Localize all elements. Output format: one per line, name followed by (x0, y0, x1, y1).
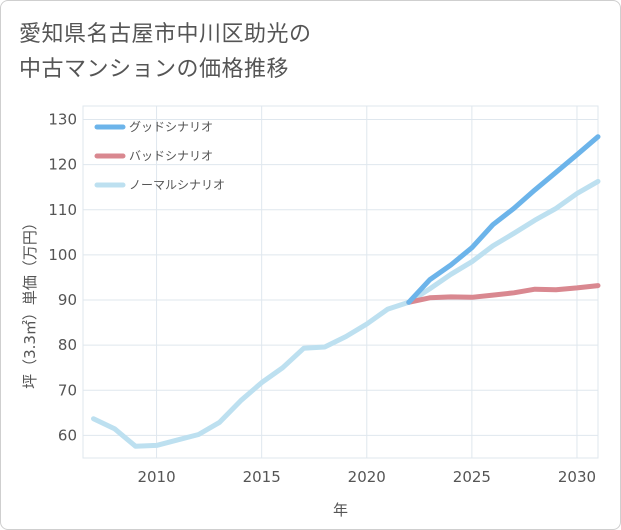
series-line-0 (406, 134, 601, 305)
y-tick-label: 70 (58, 381, 77, 399)
y-axis-title: 坪（3.3㎡）単価（万円） (21, 215, 39, 389)
y-tick-label: 130 (48, 111, 77, 129)
legend-label: バッドシナリオ (129, 149, 213, 163)
chart-title: 愛知県名古屋市中川区助光の 中古マンションの価格推移 (19, 22, 312, 82)
y-tick-label: 90 (58, 291, 77, 309)
y-tick-label: 100 (48, 246, 77, 264)
y-tick-label: 80 (58, 336, 77, 354)
x-tick-label: 2020 (348, 468, 386, 486)
x-tick-label: 2025 (453, 468, 491, 486)
y-tick-label: 110 (48, 201, 77, 219)
legend-label: グッドシナリオ (129, 120, 213, 134)
series-line-1 (406, 283, 601, 305)
legend-label: ノーマルシナリオ (129, 178, 225, 192)
x-tick-label: 2010 (137, 468, 175, 486)
y-tick-label: 120 (48, 156, 77, 174)
x-axis-title: 年 (333, 501, 348, 519)
series-line-2 (91, 178, 601, 449)
x-tick-label: 2015 (243, 468, 281, 486)
x-tick-label: 2030 (558, 468, 596, 486)
plot-area (82, 105, 599, 459)
y-tick-label: 60 (58, 426, 77, 444)
